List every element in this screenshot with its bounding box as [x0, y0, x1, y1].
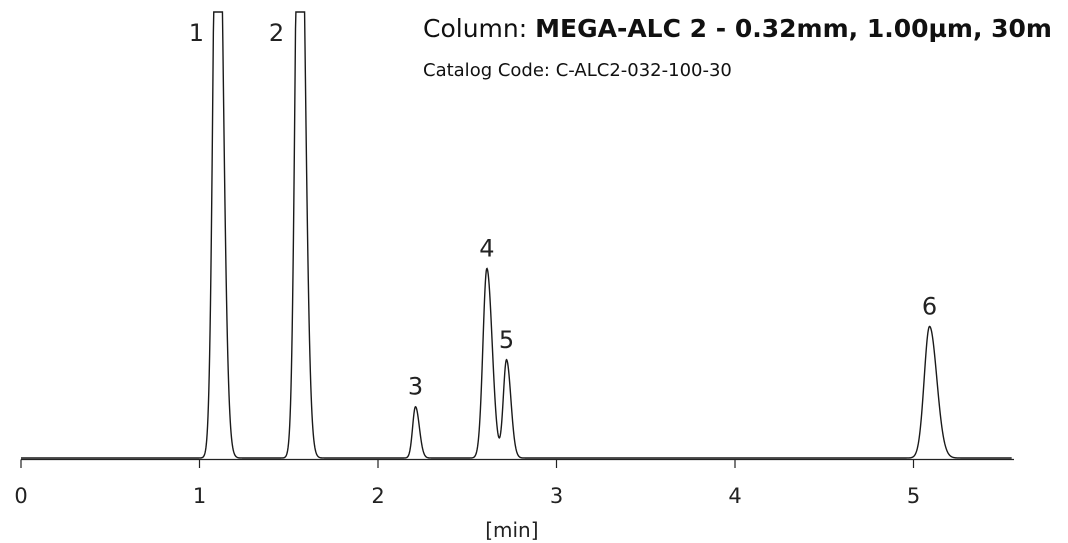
catalog-label: Catalog Code: — [423, 60, 550, 81]
peak-labels: 1 2 3 4 5 6 — [189, 19, 937, 401]
peak-label-3: 3 — [408, 373, 423, 401]
peak-label-5: 5 — [499, 326, 514, 354]
x-tick-label: 5 — [907, 484, 920, 508]
catalog-value: C-ALC2-032-100-30 — [555, 60, 732, 81]
x-tick-label: 1 — [193, 484, 206, 508]
peak-label-4: 4 — [479, 234, 494, 262]
x-tick-label: 0 — [14, 484, 27, 508]
peak-label-6: 6 — [922, 292, 937, 320]
x-axis: 0 1 2 3 4 5 [min] — [14, 458, 1014, 542]
catalog-info: Catalog Code: C-ALC2-032-100-30 — [423, 60, 732, 81]
x-tick-label: 4 — [728, 484, 741, 508]
column-value: MEGA-ALC 2 - 0.32mm, 1.00µm, 30m — [535, 14, 1052, 43]
x-axis-ticks: 0 1 2 3 4 5 — [14, 459, 920, 508]
x-tick-label: 3 — [550, 484, 563, 508]
chromatogram-trace — [21, 11, 1012, 459]
x-axis-label: [min] — [485, 518, 538, 542]
peak-label-1: 1 — [189, 19, 204, 47]
column-info: Column: MEGA-ALC 2 - 0.32mm, 1.00µm, 30m — [423, 14, 1052, 43]
column-label: Column: — [423, 14, 528, 43]
peak-label-2: 2 — [269, 19, 284, 47]
x-tick-label: 2 — [371, 484, 384, 508]
